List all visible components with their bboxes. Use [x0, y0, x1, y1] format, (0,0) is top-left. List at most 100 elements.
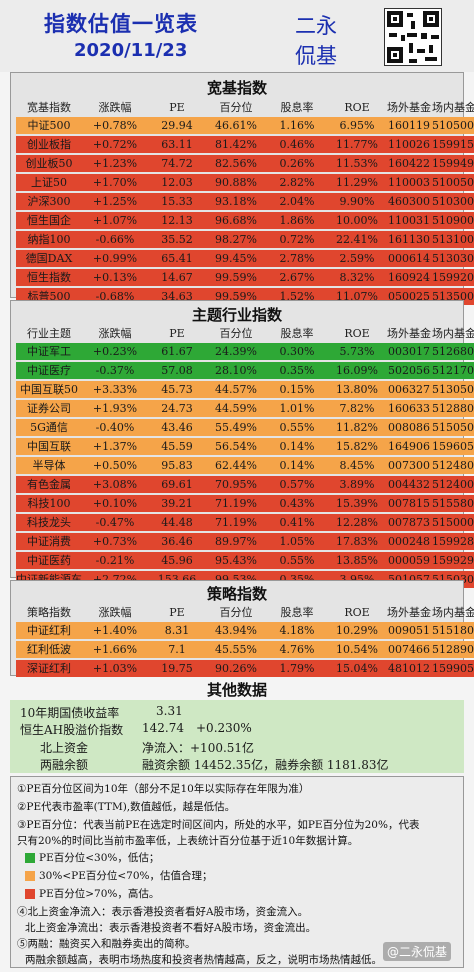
- table-row: 中国互联 +1.37% 45.59 56.54% 0.14% 15.82% 164906 15…: [16, 438, 474, 455]
- section-title-other: 其他数据: [206, 681, 267, 699]
- cell-otc: 502056: [388, 364, 430, 377]
- cell-otc: 009051: [388, 624, 430, 637]
- cell-etf: 513030: [432, 252, 474, 265]
- col-header: 场外基金: [387, 327, 431, 340]
- cell-chg: +1.40%: [92, 624, 138, 637]
- legend-red-text: PE百分位>70%，高估。: [39, 888, 160, 900]
- cell-name: 中证红利: [27, 624, 71, 637]
- cell-etf: 159605: [432, 440, 474, 453]
- table-row: 深证红利 +1.03% 19.75 90.26% 1.79% 15.04% 481012 15…: [16, 660, 474, 677]
- cell-roe: 8.45%: [339, 459, 375, 472]
- cell-name: 德国DAX: [25, 252, 73, 265]
- cell-pe: 45.96: [161, 554, 193, 567]
- cell-otc: 008086: [388, 421, 430, 434]
- cell-pct: 90.88%: [215, 176, 257, 189]
- cell-div: 1.52%: [279, 290, 315, 303]
- col-header: ROE: [344, 327, 370, 340]
- cell-pe: 39.21: [161, 497, 193, 510]
- cell-chg: +3.08%: [92, 478, 138, 491]
- northbound-value: 净流入：+100.51亿: [142, 741, 255, 755]
- table-row: 纳指100 -0.66% 35.52 98.27% 0.72% 22.41% 161130 5…: [16, 231, 474, 248]
- cell-div: 0.46%: [279, 138, 315, 151]
- legend-green-text: PE百分位<30%，低估；: [39, 852, 160, 864]
- cell-pct: 90.26%: [215, 662, 257, 675]
- cell-etf: 159949: [432, 157, 474, 170]
- cell-otc: 004432: [388, 478, 430, 491]
- cell-etf: 159928: [432, 535, 474, 548]
- cell-pe: 63.11: [161, 138, 193, 151]
- cell-chg: +0.78%: [92, 119, 138, 132]
- cell-roe: 12.28%: [336, 516, 378, 529]
- note-5b: 两融余额越高，表明市场热度和投资者热情越高，反之，说明市场热情越低。: [25, 954, 382, 966]
- cell-div: 0.35%: [279, 364, 315, 377]
- cell-chg: +0.50%: [92, 459, 138, 472]
- section-title-strategy: 策略指数: [206, 585, 267, 603]
- cell-otc: 050025: [388, 290, 430, 303]
- col-header: 百分位: [219, 606, 253, 619]
- cell-pe: 14.67: [161, 271, 193, 284]
- cell-pct: 44.59%: [215, 402, 257, 415]
- notes-panel: ①PE百分位区间为10年（部分不足10年以实际存在年限为准） ②PE代表市盈率(…: [10, 776, 464, 968]
- cell-pe: 29.94: [161, 119, 193, 132]
- cell-div: 0.43%: [279, 497, 315, 510]
- cell-roe: 17.83%: [336, 535, 378, 548]
- cell-pct: 70.95%: [215, 478, 257, 491]
- cell-pe: 45.59: [161, 440, 193, 453]
- cell-name: 中证医药: [27, 554, 71, 567]
- ah-premium-label: 恒生AH股溢价指数: [20, 723, 124, 737]
- col-header: 股息率: [280, 327, 314, 340]
- cell-name: 沪深300: [27, 195, 71, 208]
- cell-otc: 000614: [388, 252, 430, 265]
- table-header-strategy: 策略指数 涨跌幅 PE 百分位 股息率 ROE 场外基金 场内基金: [16, 604, 474, 621]
- col-header: 策略指数: [27, 606, 71, 619]
- legend-orange-swatch: [25, 871, 35, 881]
- cell-chg: +1.93%: [92, 402, 138, 415]
- cell-chg: +0.10%: [92, 497, 138, 510]
- cell-roe: 2.59%: [339, 252, 375, 265]
- cell-pct: 81.42%: [215, 138, 257, 151]
- note-5a: ⑤两融：融资买入和融券卖出的简称。: [17, 938, 196, 950]
- cell-name: 深证红利: [27, 662, 71, 675]
- cell-otc: 160924: [388, 271, 430, 284]
- cell-roe: 6.95%: [339, 119, 375, 132]
- cell-name: 5G通信: [30, 421, 68, 434]
- cell-pct: 24.39%: [215, 345, 257, 358]
- cell-div: 0.26%: [279, 157, 315, 170]
- table-row: 中证医药 -0.21% 45.96 95.43% 0.55% 13.85% 000059 15…: [16, 552, 474, 569]
- cell-roe: 13.85%: [336, 554, 378, 567]
- cell-pct: 89.97%: [215, 535, 257, 548]
- cell-pe: 12.13: [161, 214, 193, 227]
- cell-pct: 46.61%: [215, 119, 257, 132]
- cell-etf: 515180: [432, 624, 474, 637]
- cell-pct: 45.55%: [215, 643, 257, 656]
- col-header: 股息率: [280, 606, 314, 619]
- cell-pe: 7.1: [168, 643, 186, 656]
- legend-orange-text: 30%<PE百分位<70%，估值合理；: [39, 870, 213, 882]
- cell-otc: 160119: [388, 119, 430, 132]
- cell-name: 中证500: [27, 119, 71, 132]
- section-title-theme: 主题行业指数: [191, 306, 282, 324]
- other-data-panel: 10年期国债收益率 3.31 恒生AH股溢价指数 142.74 +0.230% …: [10, 700, 464, 773]
- brand-line-1: 二永: [295, 14, 337, 38]
- cell-name: 中证医疗: [27, 364, 71, 377]
- cell-etf: 159929: [432, 554, 474, 567]
- cell-roe: 3.89%: [339, 478, 375, 491]
- cell-otc: 007815: [388, 497, 430, 510]
- table-row: 科技100 +0.10% 39.21 71.19% 0.43% 15.39% 007815 5…: [16, 495, 474, 512]
- cell-etf: 513500: [432, 290, 474, 303]
- col-header: 百分位: [219, 101, 253, 114]
- table-row: 红利低波 +1.66% 7.1 45.55% 4.76% 10.54% 007466 5128…: [16, 641, 474, 658]
- cell-roe: 13.80%: [336, 383, 378, 396]
- cell-chg: -0.37%: [95, 364, 135, 377]
- cell-pe: 15.33: [161, 195, 193, 208]
- cell-chg: +3.33%: [92, 383, 138, 396]
- bond-yield-value: 3.31: [156, 704, 183, 718]
- col-header: 宽基指数: [27, 101, 71, 114]
- table-row: 创业板50 +1.23% 74.72 82.56% 0.26% 11.53% 160422 1…: [16, 155, 474, 172]
- legend-red-swatch: [25, 889, 35, 899]
- cell-pct: 96.68%: [215, 214, 257, 227]
- cell-name: 有色金属: [27, 478, 71, 491]
- cell-otc: 160633: [388, 402, 430, 415]
- cell-pe: 19.75: [161, 662, 193, 675]
- table-row: 创业板指 +0.72% 63.11 81.42% 0.46% 11.77% 110026 15…: [16, 136, 474, 153]
